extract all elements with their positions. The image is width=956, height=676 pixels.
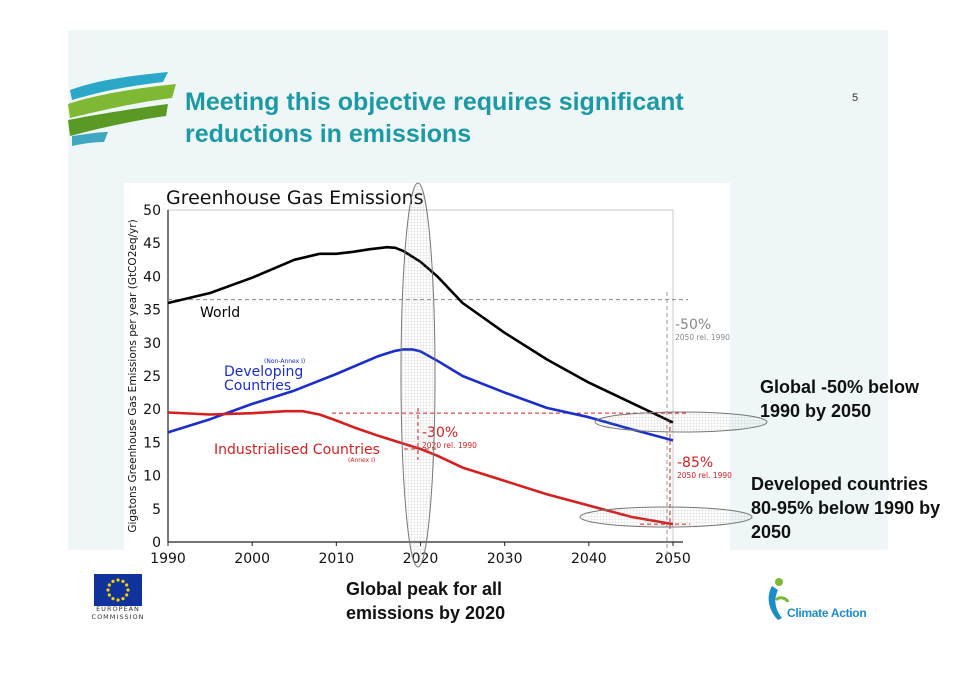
y-tick-label: 10 <box>143 469 161 485</box>
y-tick-label: 15 <box>143 435 161 451</box>
series-label-industrialised: Industrialised Countries <box>214 442 380 458</box>
series-label-developing-line1: Developing <box>224 364 303 380</box>
climate-action-label: Climate Action <box>787 606 867 620</box>
highlight-ellipse-global-2050 <box>594 411 768 433</box>
y-tick-label: 0 <box>152 535 161 551</box>
x-tick-label: 2050 <box>655 551 691 567</box>
eu-commission-label: EUROPEAN COMMISSION <box>91 605 145 621</box>
y-tick-label: 30 <box>143 336 161 352</box>
x-tick-label: 2030 <box>487 551 523 567</box>
y-axis-label: Gigatons Greenhouse Gas Emissions per ye… <box>127 219 139 532</box>
x-tick-label: 2000 <box>234 551 270 567</box>
annotation-sub-0: 2050 rel. 1990 <box>675 333 730 342</box>
annotation-sub-1: 2020 rel. 1990 <box>422 441 477 450</box>
brush-stroke-logo <box>68 72 176 146</box>
highlight-ellipse-developed-2050 <box>579 506 753 528</box>
series-label-developing-line2: Countries <box>224 378 291 394</box>
annotation-sub-2: 2050 rel. 1990 <box>677 471 732 480</box>
series-line-2 <box>167 409 674 526</box>
series-line-0 <box>167 245 674 424</box>
y-tick-label: 25 <box>143 369 161 385</box>
page-number: 5 <box>852 92 859 104</box>
y-tick-label: 20 <box>143 402 161 418</box>
callout-developed-reduction: Developed countries 80-95% below 1990 by… <box>751 474 941 542</box>
y-tick-label: 35 <box>143 303 161 319</box>
highlight-ellipse-2020 <box>400 182 436 568</box>
slide-title: Meeting this objective requires signific… <box>185 88 684 148</box>
y-tick-label: 40 <box>143 269 161 285</box>
annotation-label-2: -85% <box>677 455 713 471</box>
x-tick-label: 2010 <box>319 551 355 567</box>
x-tick-label: 1990 <box>150 551 186 567</box>
series-superscript-industrialised: (Annex I) <box>348 457 375 464</box>
x-tick-label: 2040 <box>571 551 607 567</box>
annotation-label-0: -50% <box>675 317 711 333</box>
callout-global-reduction: Global -50% below 1990 by 2050 <box>760 377 920 421</box>
series-label-world: World <box>200 305 240 321</box>
climate-action-logo-icon <box>768 578 790 620</box>
y-tick-label: 45 <box>143 236 161 252</box>
y-tick-label: 50 <box>143 203 161 219</box>
chart-title: Greenhouse Gas Emissions <box>166 187 424 209</box>
eu-flag-icon <box>94 574 142 606</box>
y-tick-label: 5 <box>152 502 161 518</box>
callout-global-peak: Global peak for all emissions by 2020 <box>346 579 506 623</box>
series-superscript-developing: (Non-Annex I) <box>264 358 305 365</box>
